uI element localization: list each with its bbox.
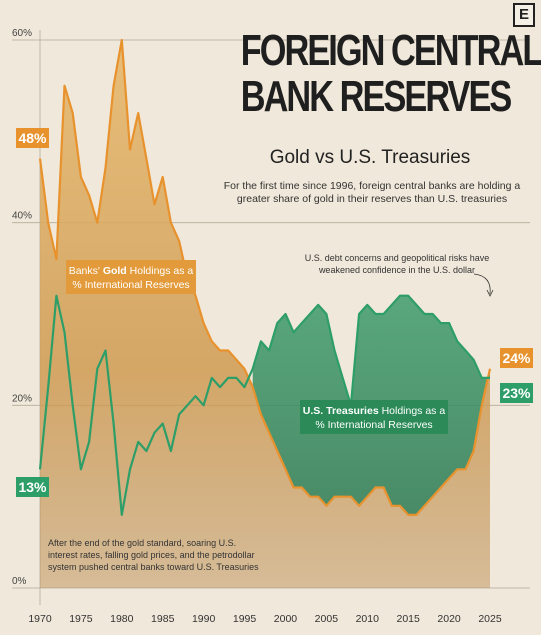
gold-end-value-label: 24% <box>500 348 533 368</box>
gold-series-label-line1: Banks' Gold Holdings as a <box>69 265 194 277</box>
title-line-1: FOREIGN CENTRAL <box>240 26 541 75</box>
gold-end-value-label-box <box>500 348 533 368</box>
gold-area <box>40 40 490 588</box>
x-tick-label: 2010 <box>356 613 380 625</box>
treasury-series-label-box <box>300 400 448 434</box>
gold-end-value-label-text: 24% <box>502 350 531 366</box>
x-tick-label: 2000 <box>274 613 298 625</box>
x-tick-label: 2020 <box>437 613 461 625</box>
treasury-start-value-label: 13% <box>16 477 49 497</box>
gold-start-value-label-box <box>16 128 49 148</box>
treasury-end-value-label-box <box>500 383 533 403</box>
treasury-start-value-label-box <box>16 477 49 497</box>
annotation-arrow <box>473 273 491 295</box>
x-tick-label: 1980 <box>110 613 134 625</box>
x-tick-label: 1985 <box>151 613 175 625</box>
title-line-2: BANK RESERVES <box>240 72 513 121</box>
y-tick-label: 40% <box>12 211 32 222</box>
brand-logo: E <box>513 3 535 27</box>
x-tick-label: 1970 <box>28 613 52 625</box>
gold-start-value-label-text: 48% <box>18 130 47 146</box>
chart-title: FOREIGN CENTRAL BANK RESERVES <box>205 26 541 121</box>
y-tick-label: 20% <box>12 393 32 404</box>
gold-series-label: Banks' Gold Holdings as a % International… <box>66 260 196 294</box>
gold-series-line <box>38 38 492 516</box>
chart-description: For the first time since 1996, foreign c… <box>223 180 521 205</box>
x-tick-label: 1990 <box>192 613 216 625</box>
x-tick-label: 2025 <box>478 613 502 625</box>
x-tick-label: 1995 <box>233 613 257 625</box>
treasury-end-value-label: 23% <box>500 383 533 403</box>
chart-subtitle: Gold vs U.S. Treasuries <box>269 147 471 168</box>
annotation-gold-standard: After the end of the gold standard, soar… <box>48 538 259 572</box>
y-tick-label: 60% <box>12 28 32 39</box>
treasury-series-label: U.S. Treasuries Holdings as a % Internati… <box>300 400 448 434</box>
treasury-series-line <box>38 294 490 516</box>
treasury-series-label-line2: % International Reserves <box>315 419 432 431</box>
x-tick-label: 2015 <box>397 613 421 625</box>
y-tick-label: 0% <box>12 576 27 587</box>
annotation-arrow-head <box>486 289 494 297</box>
gold-start-value-label: 48% <box>16 128 49 148</box>
treasury-end-value-label-text: 23% <box>502 385 531 401</box>
gold-series-label-box <box>66 260 196 294</box>
gold-series-label-line2: % International Reserves <box>72 279 189 291</box>
x-tick-label: 2005 <box>315 613 339 625</box>
annotation-debt-concerns: U.S. debt concerns and geopolitical risk… <box>304 253 490 275</box>
x-tick-label: 1975 <box>69 613 93 625</box>
treasury-start-value-label-text: 13% <box>18 479 47 495</box>
treasury-series-label-line1: U.S. Treasuries Holdings as a <box>303 405 446 417</box>
